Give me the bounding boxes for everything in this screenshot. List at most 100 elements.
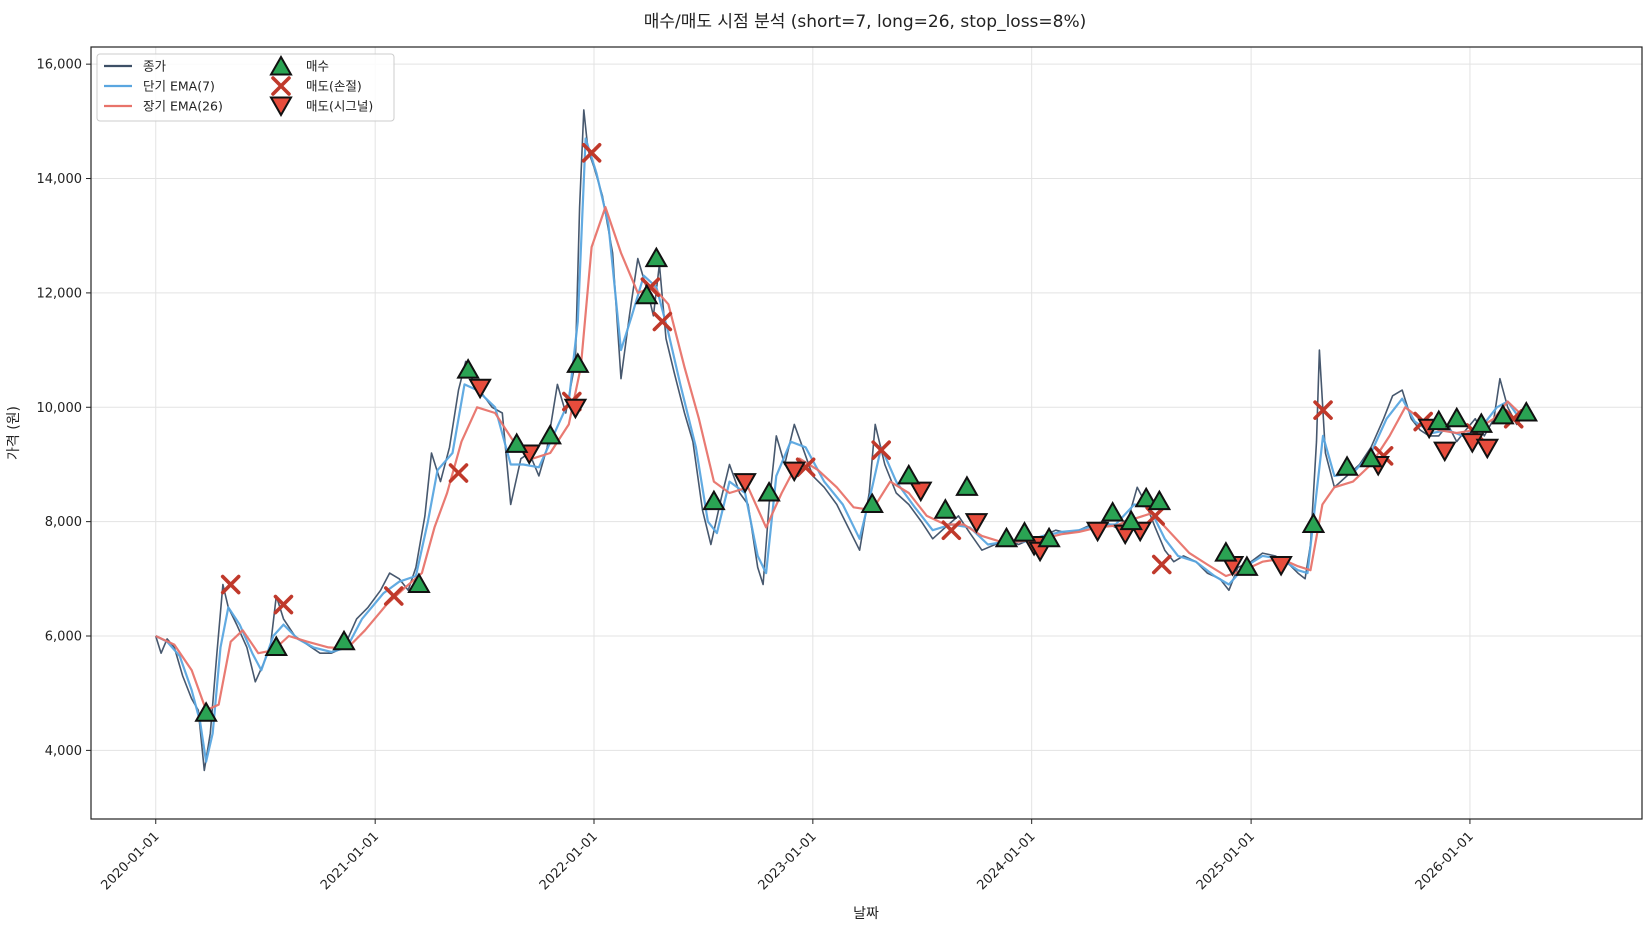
y-axis-label: 가격 (원): [6, 406, 22, 460]
buy-marker: [566, 352, 590, 373]
chart-title: 매수/매도 시점 분석 (short=7, long=26, stop_loss…: [644, 12, 1087, 32]
legend-label: 매수: [306, 59, 329, 74]
buy-marker: [897, 463, 921, 485]
buy-marker: [1214, 541, 1238, 562]
buy-marker: [538, 423, 562, 445]
sell-signal-marker: [782, 461, 806, 483]
stop-stroke: [271, 76, 291, 96]
sell-stop-marker: [871, 440, 891, 460]
buy-marker: [1012, 521, 1037, 542]
sell-stop-marker: [941, 520, 962, 541]
y-tick-label: 10,000: [37, 401, 83, 416]
sell-signal-marker: [1433, 441, 1457, 463]
sell-signal-marker: [964, 513, 989, 534]
stop-stroke: [1313, 400, 1333, 420]
sell-stop-marker: [220, 574, 241, 595]
x-tick-label: 2020-01-01: [99, 829, 163, 893]
buy-marker: [860, 492, 884, 513]
buy-marker: [635, 283, 659, 305]
buy-marker: [1301, 512, 1326, 533]
legend-label: 매도(시그널): [306, 99, 373, 114]
x-tick-label: 2022-01-01: [537, 829, 601, 893]
x-tick-label: 2021-01-01: [318, 829, 382, 893]
sell-stop-marker: [1151, 554, 1172, 575]
sell-stop-marker: [383, 586, 404, 606]
buy-marker: [504, 432, 529, 453]
buy-marker: [1134, 486, 1158, 508]
buy-marker: [644, 246, 669, 268]
x-tick-label: 2023-01-01: [756, 829, 820, 893]
y-tick-label: 12,000: [37, 286, 83, 301]
y-tick-label: 6,000: [45, 630, 82, 645]
buy-marker: [1119, 509, 1143, 531]
sell-stop-marker: [273, 594, 294, 615]
y-tick-label: 8,000: [45, 515, 82, 530]
buy-marker: [933, 498, 958, 519]
sell-signal-marker: [1475, 438, 1500, 460]
stop-stroke: [652, 311, 673, 332]
series-line-close: [154, 109, 1527, 772]
y-tick-label: 4,000: [45, 744, 82, 759]
stop-stroke: [871, 440, 891, 460]
series-line-ema-long: [155, 206, 1527, 712]
x-tick-label: 2025-01-01: [1194, 829, 1258, 893]
buy-marker: [264, 635, 288, 656]
buy-marker: [955, 475, 979, 496]
legend-label: 장기 EMA(26): [143, 99, 223, 114]
buy-marker: [456, 358, 480, 379]
stop-stroke: [383, 586, 404, 606]
legend-label: 매도(손절): [306, 79, 362, 94]
buy-marker: [1037, 526, 1061, 548]
series-line-ema-short: [155, 137, 1527, 763]
legend-label: 종가: [143, 59, 167, 74]
stop-stroke: [581, 142, 602, 163]
plot-frame: [90, 46, 1643, 820]
y-tick-label: 16,000: [37, 58, 83, 73]
stop-stroke: [941, 520, 962, 541]
marker-layer: [194, 142, 1539, 722]
buy-marker: [757, 481, 781, 502]
x-tick-label: 2024-01-01: [974, 829, 1038, 893]
legend-box: [96, 53, 395, 122]
stop-stroke: [220, 574, 241, 595]
stop-stroke: [1145, 506, 1165, 526]
stop-stroke: [448, 463, 469, 483]
y-tick-label: 14,000: [37, 172, 83, 187]
buy-marker: [332, 629, 356, 651]
buy-marker: [1100, 501, 1125, 522]
legend-swatch-buy: [269, 54, 293, 76]
sell-signal-marker: [468, 378, 492, 400]
sell-signal-marker: [563, 398, 588, 420]
buy-marker: [194, 701, 218, 722]
sell-stop-marker: [448, 463, 469, 483]
buy-marker: [407, 572, 431, 594]
sell-stop-marker: [652, 311, 673, 332]
stop-stroke: [273, 594, 294, 615]
stop-stroke: [795, 457, 816, 478]
legend-label: 단기 EMA(7): [143, 79, 215, 94]
buy-marker: [1335, 455, 1359, 476]
buy-marker: [1469, 412, 1494, 433]
buy-marker: [1445, 406, 1469, 428]
buy-marker: [1147, 489, 1172, 511]
x-tick-label: 2026-01-01: [1413, 829, 1477, 893]
sell-stop-marker: [1145, 506, 1165, 526]
grid: [91, 47, 1642, 819]
stop-stroke: [1151, 554, 1172, 575]
sell-signal-marker: [909, 481, 933, 503]
sell-stop-marker: [1313, 400, 1333, 420]
buy-marker: [1427, 409, 1451, 431]
buy-marker: [702, 489, 726, 511]
sell-stop-marker: [581, 142, 602, 163]
buy-marker: [1514, 400, 1539, 422]
buy-marker: [1359, 446, 1383, 468]
axis-ticks: 2020-01-01 2021-01-01 2022-01-01 2023-01-01…: [37, 58, 1477, 894]
sell-signal-marker: [1085, 521, 1110, 543]
buy-marker: [1235, 555, 1259, 576]
sell-signal-marker: [733, 473, 757, 494]
x-axis-label: 날짜: [853, 906, 879, 922]
series-layer: [154, 109, 1527, 772]
